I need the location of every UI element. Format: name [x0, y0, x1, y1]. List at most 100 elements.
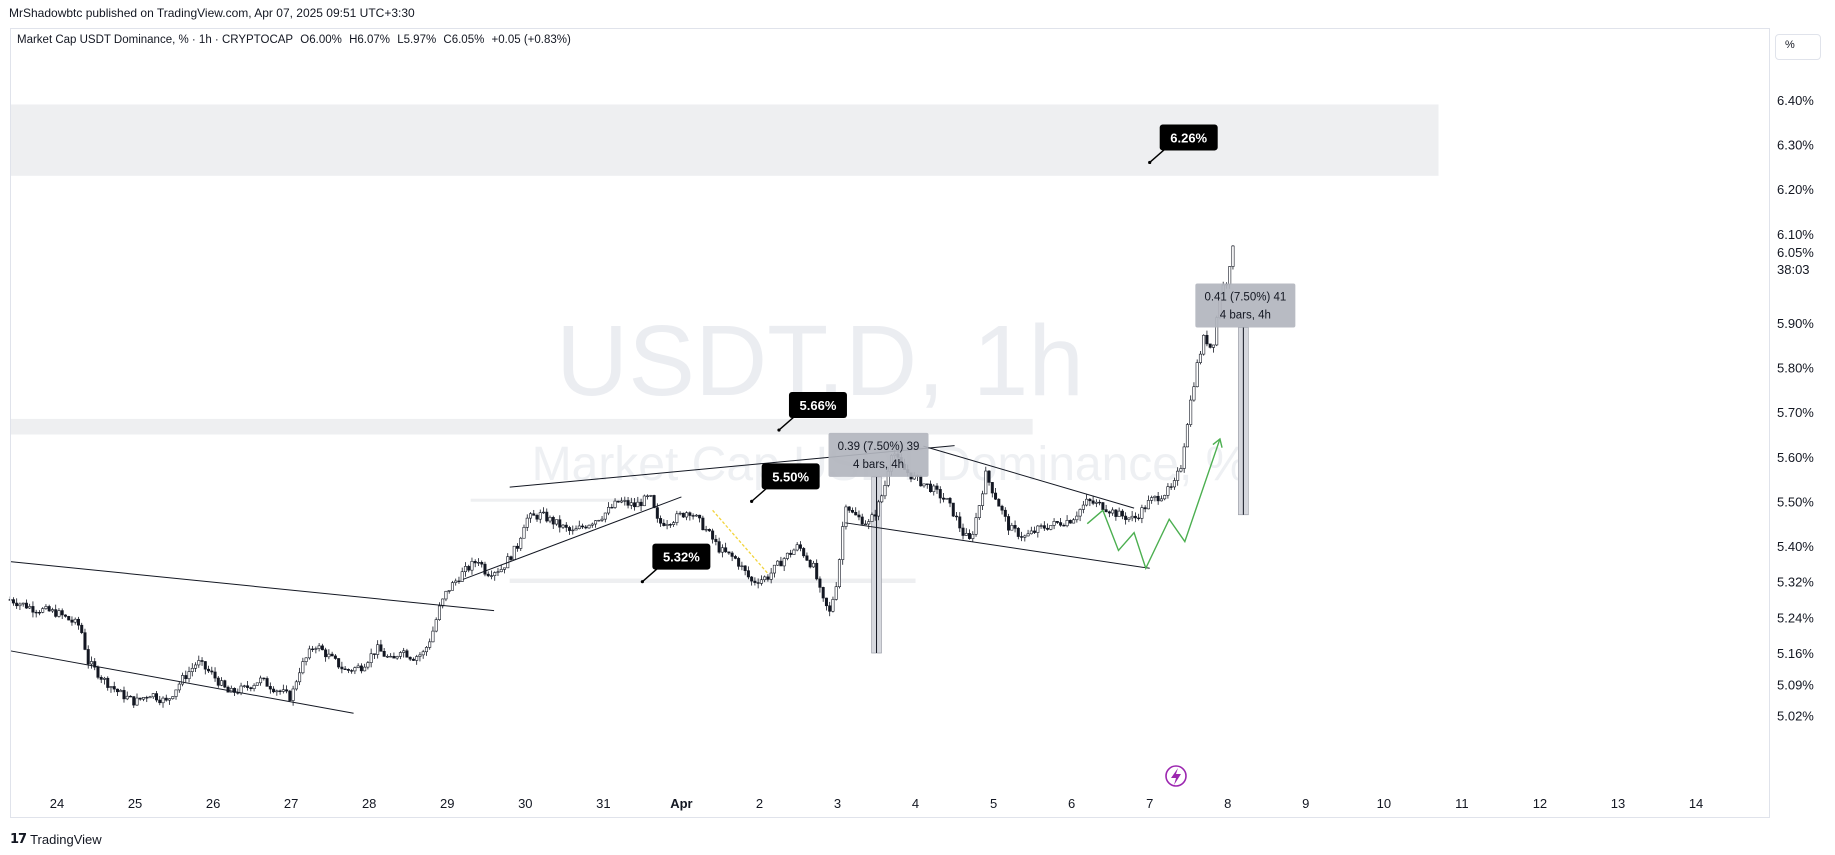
candle-body — [291, 688, 295, 701]
candle — [558, 515, 562, 533]
candle-body — [529, 513, 533, 519]
candle — [759, 575, 763, 586]
candle-body — [21, 602, 25, 605]
candle — [789, 549, 793, 558]
candle-body — [733, 556, 737, 559]
candle-body — [841, 526, 845, 560]
candle — [824, 597, 828, 611]
candle — [974, 512, 978, 537]
candle-body — [47, 606, 51, 612]
price-axis-tick-label: 5.16% — [1777, 646, 1814, 661]
candle — [324, 647, 328, 662]
candle-body — [1179, 468, 1183, 472]
candle — [792, 548, 796, 555]
price-tag-label: 5.50% — [772, 469, 809, 484]
candle-body — [880, 495, 884, 503]
candle-body — [467, 566, 471, 571]
time-axis[interactable]: 24 25 26 27 28 29 30 31 Apr 2 3 4 5 6 7 8 9 10 11 12 13 14 — [50, 796, 1704, 811]
candle — [1195, 359, 1199, 388]
candle — [977, 505, 981, 520]
candle-body — [1133, 515, 1137, 519]
candle-body — [398, 652, 402, 657]
candle-body — [968, 533, 972, 539]
candle-body — [106, 677, 110, 688]
candle — [571, 525, 575, 535]
candle — [776, 560, 780, 566]
candle-body — [1192, 386, 1196, 401]
candle — [145, 695, 149, 703]
price-axis[interactable]: 6.40% 6.30% 6.20% 6.10% 5.90% 5.80% 5.70% 5.60%… — [1777, 93, 1814, 723]
time-axis-tick-label: 8 — [1224, 796, 1231, 811]
candle-body — [717, 541, 721, 553]
candle-body — [1176, 470, 1180, 481]
candle — [1140, 504, 1144, 524]
candle-body — [620, 500, 624, 503]
candle-body — [1137, 517, 1141, 520]
candle-body — [766, 576, 770, 580]
candle — [522, 524, 526, 539]
time-axis-tick-label: 29 — [440, 796, 454, 811]
candle — [642, 494, 646, 507]
candle-body — [320, 645, 324, 651]
candle-body — [883, 485, 887, 497]
candle — [1208, 343, 1212, 349]
candle-body — [600, 518, 604, 521]
candle-body — [11, 599, 15, 604]
candle-body — [685, 512, 689, 518]
candle-body — [418, 654, 422, 657]
candle-body — [805, 555, 809, 561]
candle — [958, 512, 962, 533]
candle-body — [1182, 446, 1186, 469]
candle — [489, 570, 493, 580]
candle-body — [649, 495, 653, 497]
trendline — [845, 522, 1150, 569]
candle-body — [509, 556, 513, 560]
candle — [327, 649, 331, 660]
candle-body — [158, 699, 162, 704]
candle-body — [759, 579, 763, 584]
candle-body — [1081, 504, 1085, 510]
candle-body — [376, 644, 380, 655]
candle-body — [1000, 505, 1004, 511]
candle-body — [1055, 521, 1059, 523]
lightning-icon[interactable] — [1165, 765, 1187, 787]
candle — [1231, 245, 1235, 270]
price-scale-unit-button[interactable]: % — [1775, 34, 1821, 60]
candle — [57, 608, 61, 618]
candle — [704, 525, 708, 533]
candle-body — [350, 670, 354, 672]
candle-body — [727, 551, 731, 554]
candle-body — [785, 552, 789, 559]
candle-body — [389, 655, 393, 658]
candle-body — [1130, 515, 1134, 519]
candle-body — [610, 506, 614, 509]
candle — [372, 653, 376, 660]
candle-body — [437, 605, 441, 620]
tradingview-logo-icon: 𝟭𝟳 — [10, 831, 27, 846]
candles-layer — [8, 245, 1235, 708]
candle-body — [83, 632, 87, 650]
candle — [730, 551, 734, 562]
candle — [837, 558, 841, 589]
candle — [24, 599, 28, 609]
published-by-text: MrShadowbtc published on TradingView.com… — [9, 6, 415, 20]
candle — [555, 519, 559, 526]
candle — [1182, 443, 1186, 473]
candle-body — [168, 698, 172, 701]
candle — [997, 498, 1001, 507]
candle-body — [603, 512, 607, 520]
candle — [281, 684, 285, 694]
candle-body — [942, 497, 946, 500]
candle — [925, 483, 929, 489]
candle-body — [633, 502, 637, 508]
candle-body — [428, 641, 432, 648]
candle-body — [792, 549, 796, 555]
candle — [304, 657, 308, 666]
candle — [1169, 483, 1173, 490]
candle-body — [616, 500, 620, 503]
candle — [181, 672, 185, 687]
candle — [681, 512, 685, 518]
candle-body — [955, 515, 959, 518]
candle — [802, 547, 806, 558]
